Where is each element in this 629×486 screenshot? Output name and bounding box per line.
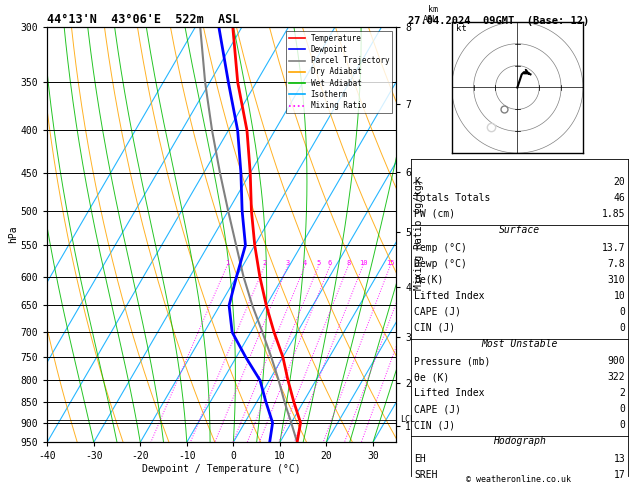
Text: © weatheronline.co.uk: © weatheronline.co.uk (467, 474, 571, 484)
Text: 5: 5 (316, 260, 321, 266)
Text: 2: 2 (262, 260, 267, 266)
Text: 4: 4 (303, 260, 307, 266)
Text: 17: 17 (613, 470, 625, 480)
Text: 20: 20 (613, 177, 625, 187)
Text: EH: EH (414, 454, 426, 464)
Text: 1.85: 1.85 (602, 209, 625, 219)
Text: CIN (J): CIN (J) (414, 420, 455, 431)
Text: 27.04.2024  09GMT  (Base: 12): 27.04.2024 09GMT (Base: 12) (408, 16, 589, 26)
X-axis label: Dewpoint / Temperature (°C): Dewpoint / Temperature (°C) (142, 464, 301, 474)
Legend: Temperature, Dewpoint, Parcel Trajectory, Dry Adiabat, Wet Adiabat, Isotherm, Mi: Temperature, Dewpoint, Parcel Trajectory… (286, 31, 392, 113)
Text: PW (cm): PW (cm) (414, 209, 455, 219)
Text: 7.8: 7.8 (608, 259, 625, 269)
Text: 13.7: 13.7 (602, 243, 625, 253)
Text: 8: 8 (346, 260, 350, 266)
Text: 46: 46 (613, 193, 625, 203)
Text: 2: 2 (620, 388, 625, 399)
Text: 10: 10 (359, 260, 367, 266)
Y-axis label: Mixing Ratio (g/kg): Mixing Ratio (g/kg) (414, 179, 424, 290)
Text: 3: 3 (286, 260, 290, 266)
Y-axis label: hPa: hPa (8, 226, 18, 243)
Text: 0: 0 (620, 323, 625, 333)
Text: 6: 6 (328, 260, 332, 266)
Text: Surface: Surface (499, 225, 540, 235)
Text: 15: 15 (386, 260, 394, 266)
Text: LCL: LCL (401, 415, 415, 424)
Text: Hodograph: Hodograph (493, 436, 546, 447)
Text: 310: 310 (608, 275, 625, 285)
Text: Temp (°C): Temp (°C) (414, 243, 467, 253)
Text: K: K (414, 177, 420, 187)
Text: Most Unstable: Most Unstable (481, 339, 557, 349)
Text: Lifted Index: Lifted Index (414, 291, 484, 301)
Text: 0: 0 (620, 307, 625, 317)
Text: km
ASL: km ASL (423, 4, 438, 24)
Text: Dewp (°C): Dewp (°C) (414, 259, 467, 269)
Text: θe (K): θe (K) (414, 372, 449, 382)
Text: CAPE (J): CAPE (J) (414, 404, 461, 415)
Text: 322: 322 (608, 372, 625, 382)
Text: kt: kt (456, 24, 467, 33)
Text: 1: 1 (225, 260, 229, 266)
Text: CIN (J): CIN (J) (414, 323, 455, 333)
Text: Totals Totals: Totals Totals (414, 193, 490, 203)
Text: CAPE (J): CAPE (J) (414, 307, 461, 317)
Text: 0: 0 (620, 404, 625, 415)
Text: SREH: SREH (414, 470, 437, 480)
Text: 0: 0 (620, 420, 625, 431)
Text: 900: 900 (608, 356, 625, 366)
Text: 10: 10 (613, 291, 625, 301)
Text: θe(K): θe(K) (414, 275, 443, 285)
Text: Lifted Index: Lifted Index (414, 388, 484, 399)
Text: Pressure (mb): Pressure (mb) (414, 356, 490, 366)
Text: 13: 13 (613, 454, 625, 464)
Text: 44°13'N  43°06'E  522m  ASL: 44°13'N 43°06'E 522m ASL (47, 13, 240, 26)
